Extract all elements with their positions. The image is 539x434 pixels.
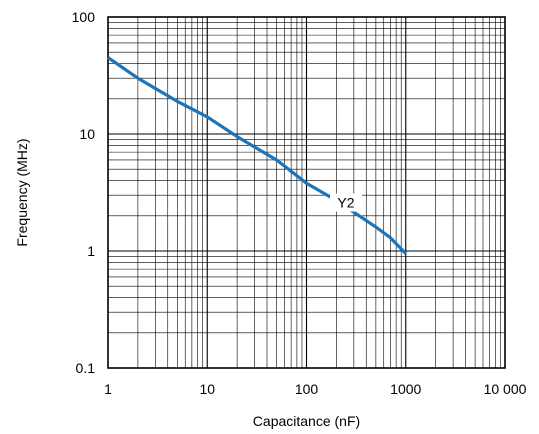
y-tick-label: 0.1 xyxy=(76,360,96,376)
y-tick-labels: 0.1 1 10 100 xyxy=(72,9,96,376)
x-axis-title: Capacitance (nF) xyxy=(253,413,360,429)
series-line-y2 xyxy=(107,56,407,255)
x-tick-label: 10 000 xyxy=(484,381,527,397)
series-label-background xyxy=(329,193,362,212)
series-layer: Y2 xyxy=(107,56,407,255)
y-tick-label: 1 xyxy=(87,243,95,259)
y-tick-label: 10 xyxy=(79,126,95,142)
x-tick-label: 1 xyxy=(104,381,112,397)
plot-frame xyxy=(107,16,506,369)
x-tick-label: 100 xyxy=(295,381,319,397)
major-grid xyxy=(108,17,505,368)
x-tick-labels: 1 10 100 1000 10 000 xyxy=(104,381,527,397)
x-tick-label: 10 xyxy=(199,381,215,397)
series-label: Y2 xyxy=(337,195,354,211)
minor-grid xyxy=(108,17,505,368)
y-tick-label: 100 xyxy=(72,9,96,25)
x-tick-label: 1000 xyxy=(390,381,421,397)
y-axis-title: Frequency (MHz) xyxy=(14,138,30,246)
